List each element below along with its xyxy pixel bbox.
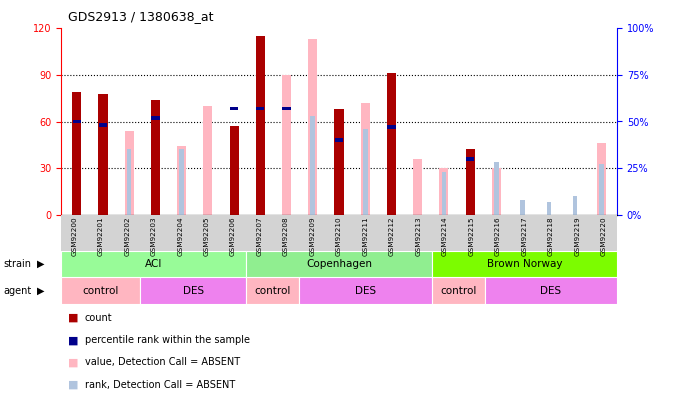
Text: GSM92201: GSM92201 bbox=[98, 217, 104, 256]
Bar bbox=[485, 277, 617, 304]
Text: GSM92207: GSM92207 bbox=[256, 217, 262, 256]
Bar bbox=[283, 107, 291, 111]
Text: ■: ■ bbox=[68, 358, 78, 367]
Bar bbox=[546, 202, 551, 215]
Text: control: control bbox=[440, 286, 477, 296]
Bar bbox=[334, 109, 344, 215]
Bar bbox=[597, 143, 606, 215]
Text: ▶: ▶ bbox=[37, 259, 45, 269]
Bar bbox=[387, 73, 396, 215]
Bar bbox=[494, 162, 498, 215]
Text: DES: DES bbox=[355, 286, 376, 296]
Text: GSM92213: GSM92213 bbox=[416, 217, 422, 256]
Text: GSM92208: GSM92208 bbox=[283, 217, 289, 256]
Bar bbox=[387, 125, 395, 129]
Text: GSM92216: GSM92216 bbox=[495, 217, 501, 256]
Text: GSM92200: GSM92200 bbox=[71, 217, 77, 256]
Bar bbox=[256, 107, 264, 111]
Text: ■: ■ bbox=[68, 313, 78, 323]
Text: count: count bbox=[85, 313, 113, 323]
Bar bbox=[492, 168, 501, 215]
Bar bbox=[230, 107, 238, 111]
Text: strain: strain bbox=[3, 259, 31, 269]
Text: value, Detection Call = ABSENT: value, Detection Call = ABSENT bbox=[85, 358, 240, 367]
Bar bbox=[441, 172, 446, 215]
Bar bbox=[466, 157, 474, 161]
Bar bbox=[466, 149, 475, 215]
Bar bbox=[599, 164, 603, 215]
Text: DES: DES bbox=[540, 286, 561, 296]
Bar bbox=[203, 106, 212, 215]
Bar bbox=[573, 196, 577, 215]
Bar bbox=[72, 92, 81, 215]
Text: GSM92212: GSM92212 bbox=[389, 217, 395, 256]
Bar bbox=[230, 126, 239, 215]
Text: GSM92220: GSM92220 bbox=[601, 217, 607, 256]
Text: GSM92210: GSM92210 bbox=[336, 217, 342, 256]
Text: ▶: ▶ bbox=[37, 286, 45, 296]
Text: GSM92217: GSM92217 bbox=[521, 217, 527, 256]
Text: ■: ■ bbox=[68, 380, 78, 390]
Text: control: control bbox=[83, 286, 119, 296]
Text: rank, Detection Call = ABSENT: rank, Detection Call = ABSENT bbox=[85, 380, 235, 390]
Text: percentile rank within the sample: percentile rank within the sample bbox=[85, 335, 250, 345]
Text: GSM92204: GSM92204 bbox=[177, 217, 183, 256]
Bar bbox=[151, 116, 159, 120]
Bar bbox=[125, 131, 134, 215]
Bar bbox=[140, 277, 246, 304]
Bar bbox=[61, 277, 140, 304]
Bar bbox=[177, 146, 186, 215]
Text: ■: ■ bbox=[68, 335, 78, 345]
Text: GSM92209: GSM92209 bbox=[310, 217, 315, 256]
Text: GSM92203: GSM92203 bbox=[151, 217, 157, 256]
Bar bbox=[246, 251, 432, 277]
Bar bbox=[432, 277, 485, 304]
Text: DES: DES bbox=[183, 286, 204, 296]
Text: GSM92218: GSM92218 bbox=[548, 217, 554, 256]
Text: agent: agent bbox=[3, 286, 32, 296]
Bar bbox=[299, 277, 432, 304]
Bar bbox=[151, 100, 160, 215]
Bar bbox=[335, 138, 343, 142]
Bar bbox=[246, 277, 299, 304]
Text: GSM92205: GSM92205 bbox=[203, 217, 210, 256]
Bar bbox=[432, 251, 617, 277]
Text: Copenhagen: Copenhagen bbox=[306, 259, 372, 269]
Bar bbox=[256, 36, 265, 215]
Text: GSM92215: GSM92215 bbox=[468, 217, 475, 256]
Text: GSM92219: GSM92219 bbox=[574, 217, 580, 256]
Text: GSM92202: GSM92202 bbox=[124, 217, 130, 256]
Text: ACI: ACI bbox=[145, 259, 162, 269]
Bar bbox=[361, 103, 370, 215]
Bar bbox=[127, 149, 132, 215]
Bar bbox=[363, 129, 367, 215]
Bar bbox=[520, 200, 525, 215]
Text: GDS2913 / 1380638_at: GDS2913 / 1380638_at bbox=[68, 10, 214, 23]
Bar bbox=[98, 94, 108, 215]
Bar bbox=[311, 116, 315, 215]
Bar bbox=[99, 123, 107, 127]
Text: control: control bbox=[255, 286, 291, 296]
Text: Brown Norway: Brown Norway bbox=[487, 259, 562, 269]
Text: GSM92206: GSM92206 bbox=[230, 217, 236, 256]
Bar bbox=[282, 75, 291, 215]
Bar bbox=[413, 159, 422, 215]
Bar bbox=[439, 168, 448, 215]
Bar bbox=[308, 39, 317, 215]
Bar bbox=[61, 251, 246, 277]
Text: GSM92211: GSM92211 bbox=[363, 217, 368, 256]
Bar bbox=[180, 149, 184, 215]
Text: GSM92214: GSM92214 bbox=[442, 217, 448, 256]
Bar bbox=[73, 119, 81, 124]
